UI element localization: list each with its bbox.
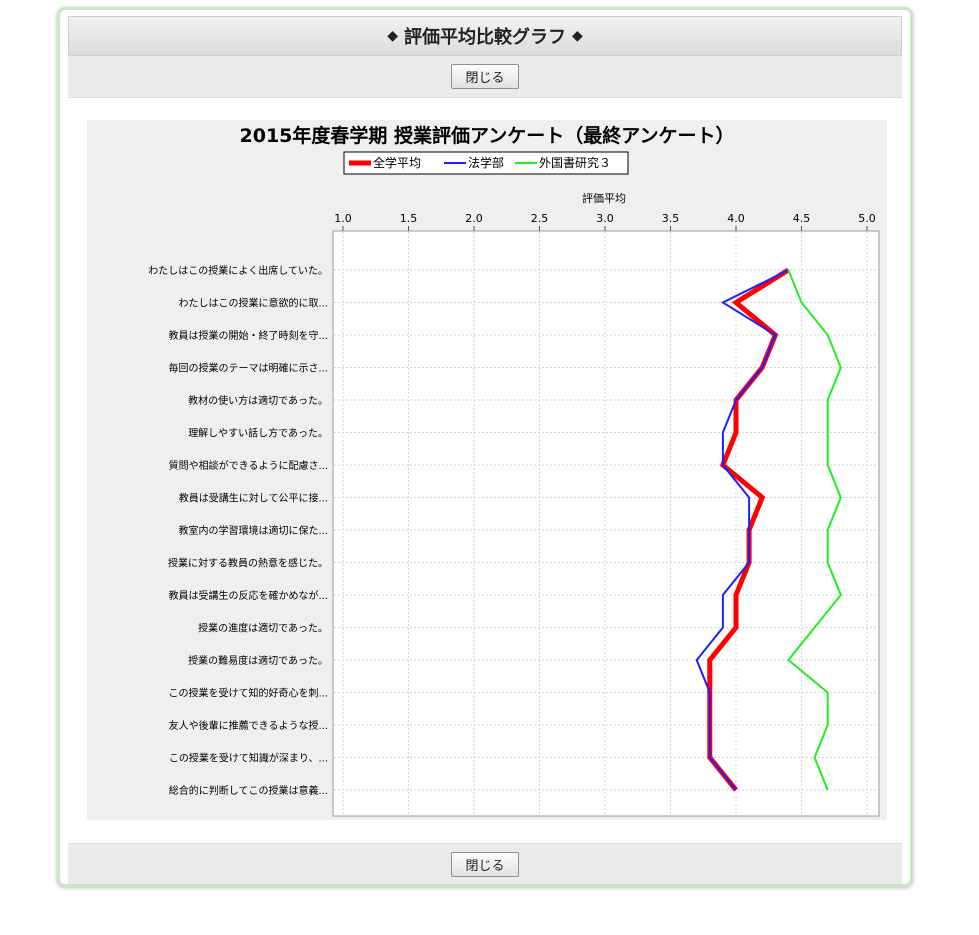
category-label: この授業を受けて知的好奇心を刺...	[168, 687, 328, 700]
top-button-row: 閉じる	[68, 56, 902, 98]
plot-area	[332, 230, 880, 817]
category-label: 教員は受講生に対して公平に接...	[179, 492, 328, 505]
chart-series	[695, 267, 842, 792]
category-label: 教員は受講生の反応を確かめなが...	[168, 589, 328, 602]
legend-box	[343, 151, 629, 175]
legend-label: 法学部	[468, 155, 504, 170]
category-label: この授業を受けて知識が深まり、...	[169, 752, 328, 765]
close-button-top[interactable]: 閉じる	[451, 64, 519, 89]
x-axis-ticks: 1.0 1.5 2.0 2.5 3.0 3.5 4.0 4.5 5.0	[334, 212, 876, 231]
legend-label: 外国書研究３	[539, 155, 611, 170]
x-tick-label: 1.0	[334, 212, 352, 225]
x-tick-label: 1.5	[400, 212, 418, 225]
x-tick-label: 3.0	[596, 212, 614, 225]
diamond-icon: ◆	[572, 28, 583, 44]
x-tick-label: 5.0	[858, 212, 876, 225]
category-label: 教員は授業の開始・終了時刻を守...	[168, 329, 328, 342]
x-tick-label: 4.0	[727, 212, 745, 225]
y-axis-labels: わたしはこの授業によく出席していた。わたしはこの授業に意欲的に取... 教員は授業…	[148, 264, 328, 797]
series-line	[787, 269, 842, 791]
evaluation-chart: 2015年度春学期 授業評価アンケート（最終アンケート） 全学平均 法学部 外国書研…	[148, 124, 880, 817]
category-label: 授業に対する教員の熱意を感じた。	[168, 557, 328, 570]
category-label: 総合的に判断してこの授業は意義...	[169, 784, 328, 797]
diamond-icon: ◆	[387, 28, 398, 44]
chart-legend: 全学平均 法学部 外国書研究３	[343, 151, 629, 175]
x-tick-label: 4.5	[793, 212, 811, 225]
category-label: 授業の難易度は適切であった。	[188, 654, 328, 667]
legend-label: 全学平均	[373, 155, 421, 170]
x-axis-label: 評価平均	[582, 191, 626, 205]
chart-area: 2015年度春学期 授業評価アンケート（最終アンケート） 全学平均 法学部 外国書研…	[87, 120, 887, 820]
series-line	[695, 269, 789, 791]
category-label: 友人や後輩に推薦できるような授...	[169, 719, 328, 732]
category-label: 毎回の授業のテーマは明確に示さ...	[168, 362, 328, 375]
category-label: わたしはこの授業に意欲的に取...	[178, 297, 328, 310]
chart-title: 2015年度春学期 授業評価アンケート（最終アンケート）	[240, 124, 735, 147]
bottom-button-row: 閉じる	[68, 843, 902, 884]
x-tick-label: 3.5	[662, 212, 680, 225]
category-label: 授業の進度は適切であった。	[198, 622, 328, 635]
dialog-title-bar: ◆ 評価平均比較グラフ ◆	[68, 16, 902, 56]
category-label: 質問や相談ができるように配慮さ...	[169, 459, 328, 472]
category-label: 教材の使い方は適切であった。	[188, 394, 328, 407]
close-button-bottom[interactable]: 閉じる	[451, 852, 519, 877]
x-tick-label: 2.0	[465, 212, 483, 225]
category-label: 教室内の学習環境は適切に保た...	[178, 524, 328, 537]
x-tick-label: 2.5	[531, 212, 549, 225]
category-label: 理解しやすい話し方であった。	[188, 427, 328, 440]
comparison-dialog: ◆ 評価平均比較グラフ ◆ 閉じる 2015年度春学期 授業評価アンケート（最終…	[57, 7, 913, 887]
dialog-title: 評価平均比較グラフ	[404, 27, 566, 48]
category-label: わたしはこの授業によく出席していた。	[148, 264, 328, 277]
